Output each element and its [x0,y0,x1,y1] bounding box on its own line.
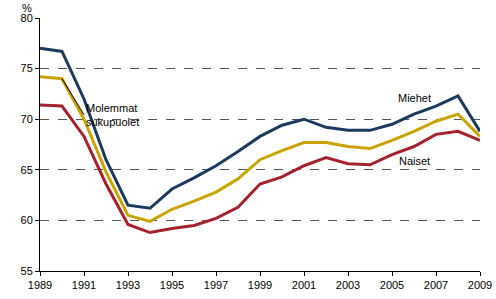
svg-text:2007: 2007 [424,279,448,291]
svg-text:2001: 2001 [292,279,316,291]
svg-text:1993: 1993 [116,279,140,291]
svg-text:60: 60 [21,214,33,226]
svg-text:2005: 2005 [380,279,404,291]
svg-text:Miehet: Miehet [398,92,431,104]
svg-text:1999: 1999 [248,279,272,291]
svg-text:%: % [22,2,32,14]
svg-text:75: 75 [21,62,33,74]
svg-text:55: 55 [21,265,33,277]
svg-text:1989: 1989 [28,279,52,291]
svg-text:1995: 1995 [160,279,184,291]
svg-text:65: 65 [21,164,33,176]
svg-text:2009: 2009 [468,279,492,291]
svg-text:1991: 1991 [72,279,96,291]
svg-text:80: 80 [21,12,33,24]
svg-text:1997: 1997 [204,279,228,291]
svg-text:70: 70 [21,113,33,125]
svg-text:2003: 2003 [336,279,360,291]
svg-text:Molemmatsukupuolet: Molemmatsukupuolet [86,102,139,128]
svg-text:Naiset: Naiset [399,155,430,167]
